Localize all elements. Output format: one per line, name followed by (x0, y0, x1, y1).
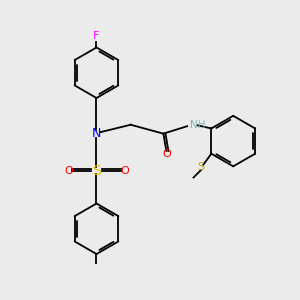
Text: S: S (197, 162, 205, 172)
Text: F: F (93, 31, 100, 41)
Text: O: O (120, 166, 129, 176)
Text: NH: NH (190, 120, 206, 130)
Text: N: N (92, 127, 101, 140)
Text: O: O (64, 166, 73, 176)
Text: S: S (92, 164, 101, 178)
Text: O: O (162, 149, 171, 160)
